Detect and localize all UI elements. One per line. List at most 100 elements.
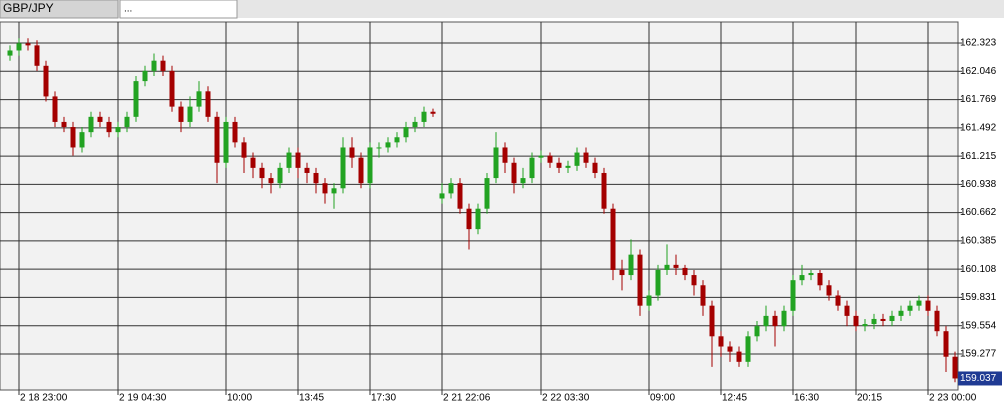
candle-body xyxy=(799,275,805,281)
y-tick-label: 160.938 xyxy=(960,179,997,190)
candle-body xyxy=(844,305,850,316)
candle-body xyxy=(871,318,877,325)
y-tick-label: 160.662 xyxy=(960,207,997,218)
y-tick-label: 160.385 xyxy=(960,236,997,247)
candle-body xyxy=(43,65,49,97)
candle-body xyxy=(601,172,607,209)
candle-body xyxy=(7,50,13,56)
candle-body xyxy=(322,183,328,194)
x-tick-label: 10:00 xyxy=(227,393,252,404)
candle-body xyxy=(943,331,949,357)
candle-body xyxy=(493,147,499,179)
candle-body xyxy=(511,162,517,184)
y-tick-label: 159.277 xyxy=(960,349,997,360)
candle-body xyxy=(205,91,211,117)
candle-body xyxy=(565,165,571,168)
candle-body xyxy=(673,264,679,268)
x-tick-label: 20:15 xyxy=(857,393,882,404)
candle-body xyxy=(925,300,931,311)
candle-body xyxy=(781,310,787,327)
candle-body xyxy=(727,346,733,352)
candle-body xyxy=(421,111,427,122)
candle-body xyxy=(394,137,400,143)
candle-body xyxy=(583,152,589,163)
candle-body xyxy=(268,178,274,184)
candle-body xyxy=(250,157,256,168)
candle-body xyxy=(835,295,841,306)
x-tick-label: 2 21 22:06 xyxy=(443,393,491,404)
candle-body xyxy=(367,147,373,184)
candle-body xyxy=(529,157,535,179)
y-tick-label: 161.769 xyxy=(960,94,997,105)
candle-body xyxy=(889,315,895,321)
candle-body xyxy=(133,81,139,117)
candle-body xyxy=(349,147,355,158)
x-tick-label: 2 18 23:00 xyxy=(20,393,68,404)
candle-body xyxy=(808,273,814,276)
candle-body xyxy=(187,106,193,122)
candle-body xyxy=(646,295,652,306)
candle-body xyxy=(484,178,490,209)
y-tick-label: 161.492 xyxy=(960,122,997,133)
candle-body xyxy=(412,121,418,128)
x-tick-label: 2 23 00:00 xyxy=(929,393,977,404)
candle-body xyxy=(160,60,166,71)
candle-body xyxy=(79,132,85,148)
candle-body xyxy=(106,121,112,133)
candle-body xyxy=(475,208,481,230)
candle-body xyxy=(952,356,958,379)
candle-body xyxy=(592,162,598,173)
candle-body xyxy=(619,269,625,276)
y-tick-label: 160.108 xyxy=(960,264,997,275)
candle-body xyxy=(259,167,265,179)
candle-body xyxy=(151,60,157,71)
candle-body xyxy=(313,172,319,184)
candle-body xyxy=(169,70,175,107)
candle-body xyxy=(502,147,508,163)
last-price-label: 159.037 xyxy=(960,373,997,384)
candle-body xyxy=(556,162,562,168)
candle-body xyxy=(124,116,130,128)
candle-body xyxy=(853,315,859,327)
tab[interactable] xyxy=(0,0,119,19)
tab-bar xyxy=(0,0,1004,18)
x-tick-label: 12:45 xyxy=(722,393,747,404)
candle-body xyxy=(97,116,103,122)
candle-body xyxy=(88,116,94,133)
candle-body xyxy=(610,208,616,270)
candle-body xyxy=(520,178,526,184)
candle-body xyxy=(709,305,715,337)
candle-body xyxy=(898,310,904,316)
candle-body xyxy=(790,280,796,311)
candle-body xyxy=(664,264,670,270)
x-tick-label: 13:45 xyxy=(299,393,324,404)
candle-body xyxy=(907,305,913,311)
tab[interactable] xyxy=(119,0,238,19)
x-tick-label: 17:30 xyxy=(371,393,396,404)
candle-body xyxy=(34,45,40,66)
candle-body xyxy=(547,155,553,163)
y-tick-label: 161.215 xyxy=(960,151,997,162)
candle-body xyxy=(70,127,76,148)
candle-body xyxy=(466,208,472,230)
candle-body xyxy=(430,111,436,114)
candle-body xyxy=(637,254,643,306)
candle-body xyxy=(736,351,742,362)
candle-body xyxy=(934,310,940,332)
tab-label: GBP/JPY xyxy=(3,1,54,15)
candle-body xyxy=(574,152,580,166)
last-price-box xyxy=(958,371,1002,386)
x-tick-label: 2 22 03:30 xyxy=(542,393,590,404)
candle-body xyxy=(745,336,751,362)
candle-body xyxy=(340,147,346,189)
plot-area xyxy=(0,21,959,391)
candle-body xyxy=(376,147,382,149)
candle-body xyxy=(142,70,148,82)
candle-body xyxy=(232,121,238,143)
candle-body xyxy=(241,142,247,158)
candle-body xyxy=(61,121,67,128)
candle-body xyxy=(196,91,202,107)
candle-body xyxy=(277,167,283,184)
y-tick-label: 159.554 xyxy=(960,320,997,331)
candle-body xyxy=(862,324,868,327)
